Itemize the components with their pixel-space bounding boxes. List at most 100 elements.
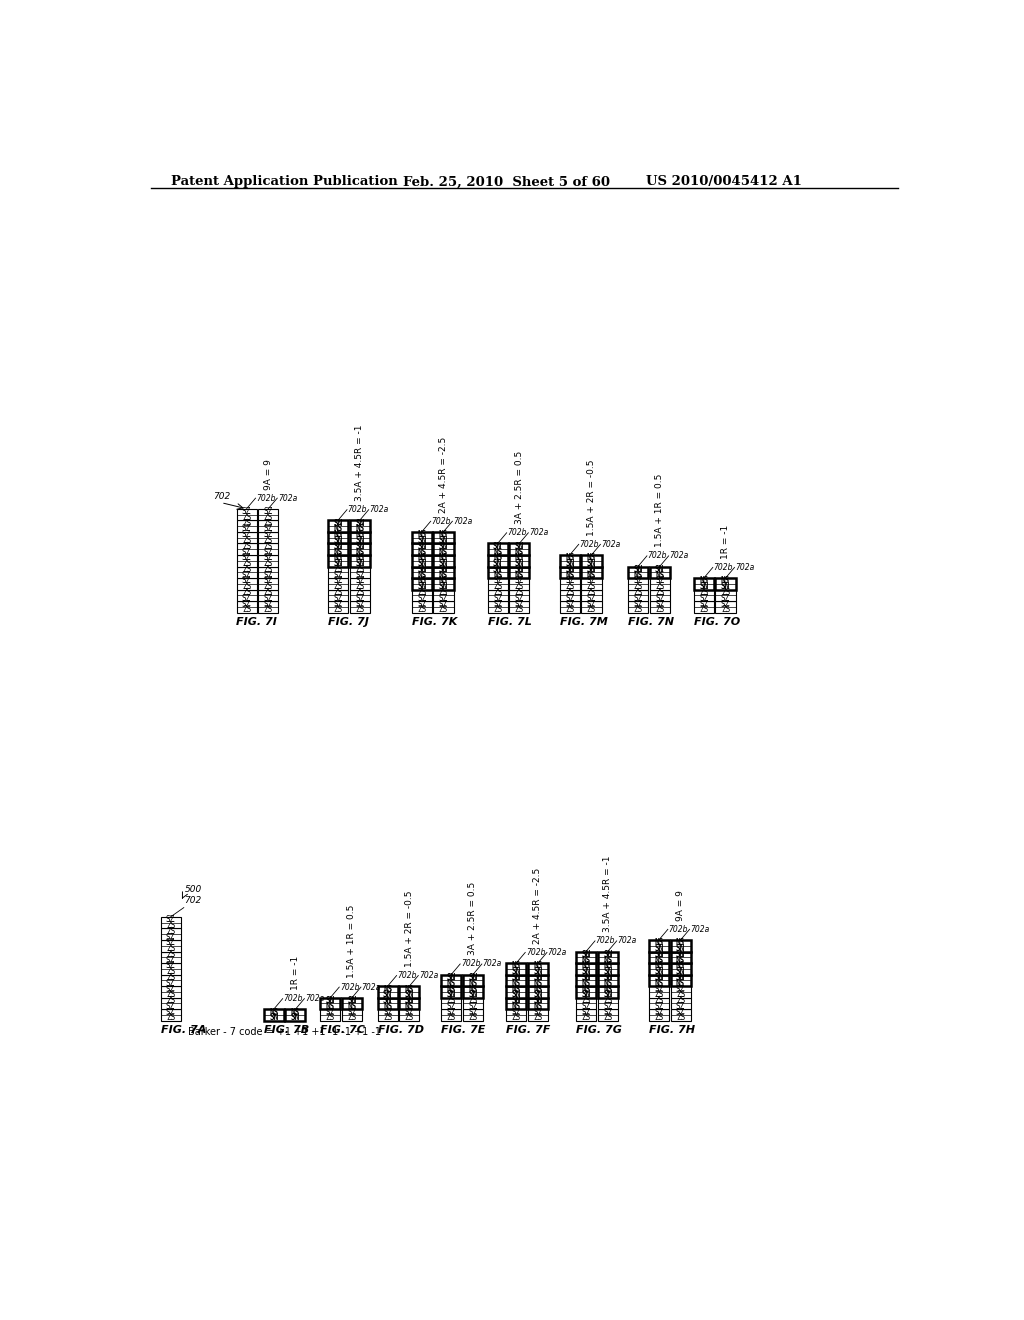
Bar: [582, 590, 601, 601]
Text: SZ: SZ: [515, 594, 524, 603]
Text: SN: SN: [347, 997, 356, 1005]
Text: SN: SN: [515, 541, 524, 550]
Text: 500: 500: [184, 884, 202, 894]
Bar: [237, 544, 257, 554]
Text: FIG. 7D: FIG. 7D: [378, 1024, 424, 1035]
Text: 702a: 702a: [454, 516, 472, 525]
Text: NS: NS: [493, 553, 503, 562]
Bar: [693, 578, 714, 590]
Text: SZ: SZ: [655, 577, 665, 586]
Bar: [258, 601, 279, 612]
Text: NS: NS: [603, 956, 612, 965]
Bar: [693, 601, 714, 612]
Bar: [328, 578, 348, 590]
Text: ZS: ZS: [166, 944, 175, 953]
Text: 702b: 702b: [284, 994, 303, 1003]
Bar: [378, 986, 397, 998]
Text: SZ: SZ: [565, 599, 574, 609]
Bar: [342, 1010, 362, 1020]
Bar: [506, 998, 526, 1010]
Text: SZ: SZ: [655, 599, 665, 609]
Bar: [237, 532, 257, 544]
Text: ZS: ZS: [383, 1014, 392, 1023]
Text: NS: NS: [439, 553, 449, 562]
Text: 702a: 702a: [735, 562, 755, 572]
Bar: [560, 578, 580, 590]
Bar: [528, 974, 548, 986]
Text: SN: SN: [417, 565, 426, 574]
Text: 3A + 2.5R = 0.5: 3A + 2.5R = 0.5: [515, 451, 524, 524]
Text: NS: NS: [534, 978, 543, 987]
Text: SN: SN: [582, 950, 591, 958]
Text: SZ: SZ: [334, 594, 343, 603]
Bar: [509, 590, 529, 601]
Bar: [258, 554, 279, 566]
Bar: [237, 520, 257, 532]
Bar: [258, 578, 279, 590]
Text: ZS: ZS: [633, 587, 643, 597]
Text: FIG. 7A: FIG. 7A: [161, 1024, 206, 1035]
Text: ZS: ZS: [439, 587, 449, 597]
Text: SZ: SZ: [587, 577, 596, 586]
Text: SN: SN: [515, 560, 524, 568]
Text: SZ: SZ: [263, 594, 273, 603]
Text: ZS: ZS: [242, 519, 251, 528]
Text: ZS: ZS: [676, 997, 685, 1005]
Bar: [671, 940, 690, 952]
Bar: [378, 1010, 397, 1020]
Text: SZ: SZ: [383, 1007, 392, 1016]
Text: SZ: SZ: [439, 599, 449, 609]
Bar: [628, 578, 648, 590]
Bar: [399, 986, 420, 998]
Bar: [412, 601, 432, 612]
Bar: [671, 986, 690, 998]
Text: SZ: SZ: [355, 599, 365, 609]
Text: NS: NS: [493, 570, 503, 579]
Text: SN: SN: [468, 990, 477, 999]
Text: SN: SN: [587, 560, 596, 568]
Text: ZS: ZS: [493, 587, 503, 597]
Text: ZS: ZS: [417, 606, 426, 614]
Text: ZS: ZS: [587, 587, 596, 597]
Text: ZS: ZS: [263, 513, 273, 521]
Text: SZ: SZ: [493, 577, 503, 586]
Text: 702a: 702a: [361, 982, 381, 991]
Text: NS: NS: [404, 1002, 414, 1011]
Text: 702b: 702b: [508, 528, 527, 537]
Bar: [649, 601, 670, 612]
Bar: [598, 1010, 617, 1020]
Text: SZ: SZ: [242, 599, 251, 609]
Text: SZ: SZ: [242, 577, 251, 586]
Text: SZ: SZ: [512, 1007, 521, 1016]
Text: FIG. 7I: FIG. 7I: [237, 616, 278, 627]
Text: SN: SN: [439, 565, 449, 574]
Bar: [433, 532, 454, 544]
Bar: [412, 544, 432, 554]
Text: SZ: SZ: [263, 524, 273, 533]
Text: NS: NS: [565, 570, 574, 579]
Text: SZ: SZ: [515, 599, 524, 609]
Text: NS: NS: [582, 978, 591, 987]
Bar: [528, 964, 548, 974]
Text: 702b: 702b: [596, 936, 615, 945]
Text: ZS: ZS: [166, 973, 175, 982]
Text: ZS: ZS: [676, 1014, 685, 1023]
Bar: [649, 964, 669, 974]
Bar: [161, 964, 180, 974]
Text: ZS: ZS: [242, 565, 251, 574]
Text: SN: SN: [676, 944, 685, 953]
Bar: [399, 998, 420, 1010]
Text: SN: SN: [355, 541, 365, 550]
Text: SZ: SZ: [166, 985, 175, 994]
Bar: [258, 532, 279, 544]
Text: 702b: 702b: [580, 540, 599, 549]
Text: 1.5A + 2R = -0.5: 1.5A + 2R = -0.5: [404, 891, 414, 966]
Text: SZ: SZ: [166, 978, 175, 987]
Text: SZ: SZ: [347, 1007, 356, 1016]
Text: NS: NS: [603, 978, 612, 987]
Bar: [506, 986, 526, 998]
Text: SN: SN: [383, 990, 392, 999]
Bar: [161, 974, 180, 986]
Bar: [433, 544, 454, 554]
Text: NS: NS: [334, 548, 343, 557]
